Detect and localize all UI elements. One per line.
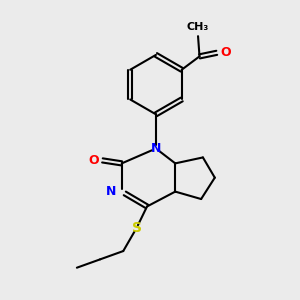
Text: CH₃: CH₃ [187,22,209,32]
Text: O: O [88,154,99,167]
Text: N: N [106,185,116,198]
Text: S: S [132,221,142,235]
Text: O: O [220,46,231,59]
Text: N: N [151,142,161,155]
